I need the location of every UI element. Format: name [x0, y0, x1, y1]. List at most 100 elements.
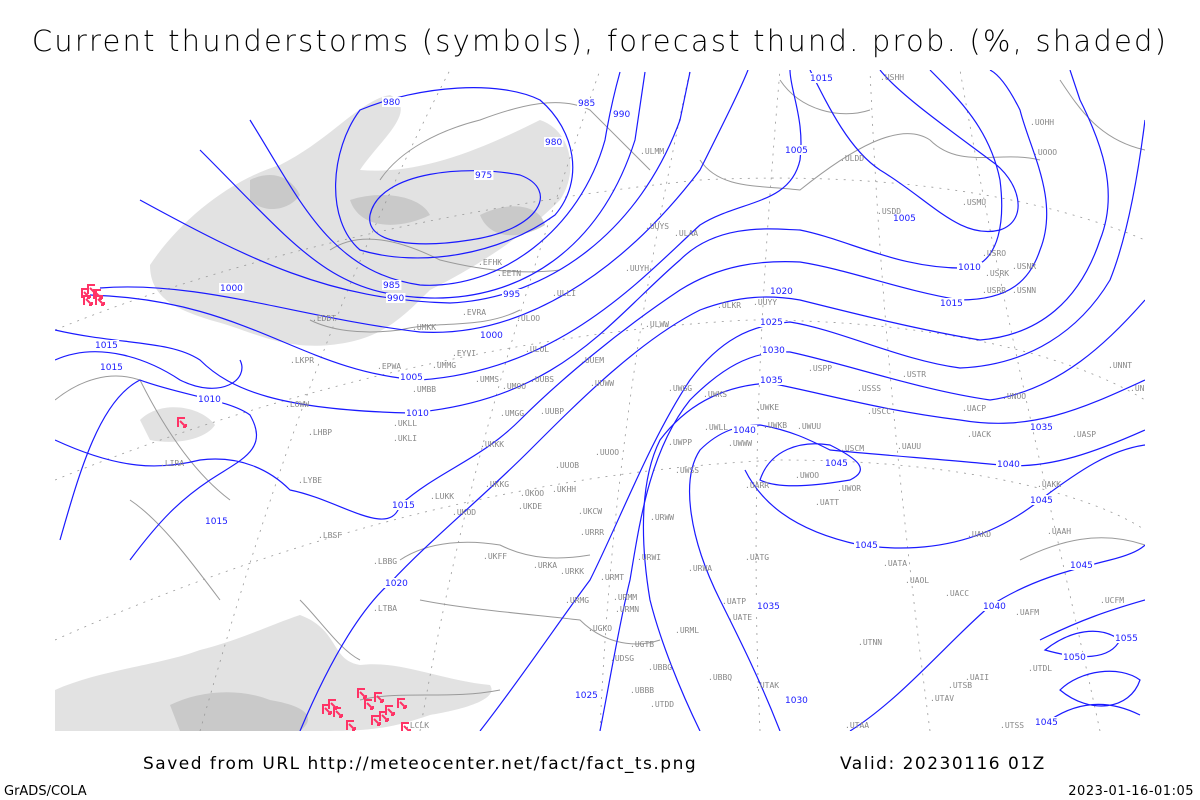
station-label: .LYBE [298, 476, 322, 485]
station-label: .URMN [615, 605, 639, 614]
station-label: .UAII [965, 673, 989, 682]
station-label: .UNOO [1002, 392, 1026, 401]
software-credit: GrADS/COLA [4, 784, 87, 799]
station-label: .UUYY [753, 298, 777, 307]
isobar-label-bg [391, 500, 417, 510]
station-label: .UATG [745, 553, 769, 562]
isobar-label-bg [756, 601, 782, 611]
station-label: .UAUU [897, 442, 921, 451]
isobar-label: 1010 [198, 395, 221, 405]
isobar-label-bg [99, 362, 125, 372]
station-label: .ULLI [552, 289, 576, 298]
station-label: .UKLI [393, 434, 417, 443]
isobar-label: 1020 [385, 579, 408, 589]
station-label: .UTAA [845, 721, 869, 730]
station-label: .UARR [745, 481, 769, 490]
isobar-label: 1000 [220, 284, 243, 294]
isobar-label: 1015 [95, 341, 118, 351]
isobar-label: 1035 [757, 602, 780, 612]
station-label: .LBBG [373, 557, 397, 566]
station-label: .UOHH [1030, 118, 1054, 127]
isobar-label-bg [809, 73, 835, 83]
isobar-label: 1035 [760, 376, 783, 386]
station-label: .URML [675, 626, 699, 635]
isobar-label: 1015 [100, 363, 123, 373]
isobar-label-bg [759, 375, 785, 385]
isobar-label-bg [784, 145, 810, 155]
station-label: .UCFM [1100, 596, 1124, 605]
isobar-label: 990 [387, 294, 404, 304]
isobar-label-bg [399, 372, 425, 382]
isobar-label-bg [939, 298, 965, 308]
station-label: .UACK [967, 430, 991, 439]
isobar-label: 1015 [940, 299, 963, 309]
station-label: .UNNT [1108, 361, 1132, 370]
isobar-label: 985 [383, 281, 400, 291]
isobar-label-bg [219, 283, 245, 293]
station-label: .EPWA [377, 362, 401, 371]
station-label: .UKLL [393, 419, 417, 428]
station-label: .UUOB [555, 461, 579, 470]
isobar-label: 1015 [392, 501, 415, 511]
station-label: .UAAH [1047, 527, 1071, 536]
station-label: .URMM [613, 593, 637, 602]
station-label: .LCLK [405, 721, 429, 730]
isobar-label-bg [502, 289, 522, 299]
station-label: .UAOL [905, 576, 929, 585]
station-label: .UMKK [412, 323, 436, 332]
station-label: .UTSB [948, 681, 972, 690]
isobar-label-bg [1029, 495, 1055, 505]
isobar-label-bg [1034, 717, 1060, 727]
isobar-label: 1035 [1030, 423, 1053, 433]
isobar-label: 1050 [1063, 653, 1086, 663]
isobar-label-bg [769, 286, 795, 296]
station-label: .UASP [1072, 430, 1096, 439]
station-label: .LOWW [285, 400, 309, 409]
thunderstorm-probability-shading [55, 95, 571, 731]
station-label: .UWKS [703, 390, 727, 399]
isobar-label-bg [892, 213, 918, 223]
station-label: .EYVI [452, 349, 476, 358]
isobar-label: 985 [578, 99, 595, 109]
station-label: .UTAK [755, 681, 779, 690]
isobar-label: 980 [383, 98, 400, 108]
isobar-label: 1020 [770, 287, 793, 297]
station-label: .UATP [722, 597, 746, 606]
isobar-label-bg [204, 516, 230, 526]
station-label: .LIRA [160, 459, 184, 468]
isobar-label: 1010 [406, 409, 429, 419]
station-label: .UDSG [610, 654, 634, 663]
station-label: .UNBB [1130, 384, 1154, 393]
station-label: .UACC [945, 589, 969, 598]
station-label: .UKDE [518, 502, 542, 511]
station-label: .ULDD [840, 154, 864, 163]
isobar-label: 990 [613, 110, 630, 120]
isobar-label-bg [824, 458, 850, 468]
isobar-label: 1045 [1030, 496, 1053, 506]
isobar-label-bg [405, 408, 431, 418]
isobar-label: 1045 [855, 541, 878, 551]
isobar-label-bg [759, 317, 785, 327]
isobar-label-bg [1062, 652, 1088, 662]
station-label: .UMMS [475, 375, 499, 384]
isobar-label: 1000 [480, 331, 503, 341]
isobar-label: 1055 [1115, 634, 1138, 644]
isobar-label: 1005 [893, 214, 916, 224]
station-label: .UUYS [645, 222, 669, 231]
isobar-label-bg [1029, 422, 1055, 432]
station-label: .URMT [600, 573, 624, 582]
isobar-label-bg [384, 578, 410, 588]
station-label: .USRO [982, 249, 1006, 258]
station-label: .ULKR [717, 301, 741, 310]
isobar-label-bg [854, 540, 880, 550]
station-label: .UBBB [630, 686, 654, 695]
station-label: .URMG [565, 596, 589, 605]
isobar-label-bg [94, 340, 120, 350]
isobar-label: 1005 [400, 373, 423, 383]
station-label: .UOOO [1033, 148, 1057, 157]
station-label: .UWGG [668, 384, 692, 393]
station-label: .UUEM [580, 356, 604, 365]
station-label: .USNN [1012, 286, 1036, 295]
station-label: .URWA [688, 564, 712, 573]
station-label: .UAFM [1015, 608, 1039, 617]
